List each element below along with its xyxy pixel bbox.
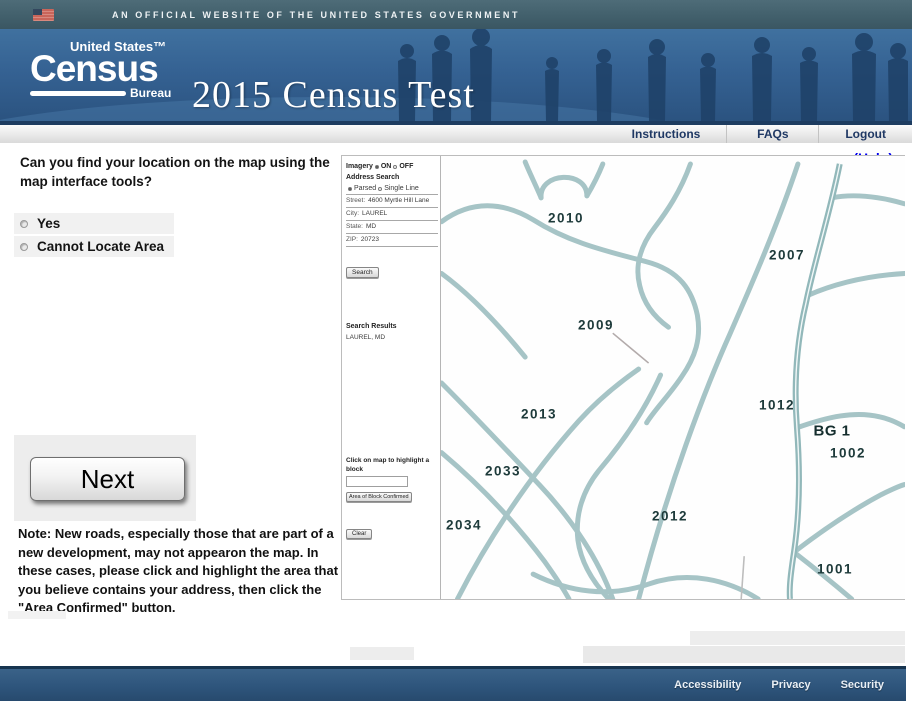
census-bureau-logo: United States™ Census Bureau — [30, 39, 180, 100]
map-block-label: BG 1 — [813, 422, 851, 440]
us-flag-icon — [33, 8, 54, 21]
logo-census: Census — [30, 48, 159, 89]
official-banner-text: AN OFFICIAL WEBSITE OF THE UNITED STATES… — [112, 9, 521, 20]
logo-united-states: United States™ — [70, 39, 167, 54]
radio-button-icon[interactable] — [20, 219, 28, 228]
imagery-off-radio-icon[interactable] — [393, 164, 398, 169]
block-code-input[interactable] — [346, 476, 408, 487]
answer-radio-group: Yes Cannot Locate Area — [14, 213, 175, 259]
decorative-block — [350, 647, 414, 660]
map-widget: Imagery ON OFF Address Search Parsed Sin… — [341, 155, 907, 602]
imagery-toggle[interactable]: Imagery ON OFF — [346, 163, 414, 170]
single-line-radio-icon[interactable] — [378, 186, 383, 191]
clear-button[interactable]: Clear — [346, 529, 373, 539]
radio-option-yes[interactable]: Yes — [14, 213, 175, 234]
note-text: Note: New roads, especially those that a… — [18, 526, 339, 615]
official-banner: AN OFFICIAL WEBSITE OF THE UNITED STATES… — [0, 0, 912, 29]
footer-security[interactable]: Security — [840, 679, 884, 691]
map-roads-graphic — [439, 159, 907, 602]
map-block-label: 1012 — [758, 397, 796, 413]
footer-privacy[interactable]: Privacy — [771, 679, 811, 691]
map-canvas[interactable]: 2010 2007 2009 2013 1012 BG 1 1002 2033 2012 2034… — [439, 156, 907, 602]
decorative-block — [583, 646, 905, 663]
page-title: 2015 Census Test — [192, 74, 475, 116]
next-button[interactable]: Next — [30, 457, 185, 501]
map-block-label: 2010 — [547, 210, 585, 226]
decorative-block — [690, 631, 905, 645]
area-confirmed-button[interactable]: Area of Block Confirmed — [346, 492, 412, 502]
radio-button-icon[interactable] — [20, 242, 28, 251]
map-tools-sidebar: Imagery ON OFF Address Search Parsed Sin… — [342, 156, 441, 599]
header: United States™ Census Bureau 2015 Census… — [0, 29, 912, 121]
map-block-label: 2033 — [484, 463, 522, 479]
map-block-label: 1002 — [829, 445, 867, 461]
state-field[interactable]: State: MD — [346, 221, 438, 234]
city-field[interactable]: City: LAUREL — [346, 208, 438, 221]
nav-instructions[interactable]: Instructions — [631, 127, 701, 141]
map-block-label: 2012 — [651, 508, 689, 524]
search-results-value: LAUREL, MD — [346, 334, 386, 341]
radio-option-cannot-locate[interactable]: Cannot Locate Area — [14, 236, 175, 257]
footer-accessibility[interactable]: Accessibility — [674, 679, 742, 691]
street-field[interactable]: Street: 4600 Myrtle Hill Lane — [346, 195, 438, 208]
search-results-title: Search Results — [346, 323, 397, 330]
people-silhouettes-graphic — [0, 29, 908, 121]
map-block-label: 2007 — [768, 247, 806, 263]
map-block-label: 2009 — [577, 317, 615, 333]
imagery-on-radio-icon[interactable] — [374, 164, 379, 169]
logo-underline — [30, 90, 126, 96]
header-divider — [0, 121, 912, 125]
decorative-block — [8, 611, 66, 619]
zip-field[interactable]: ZIP: 20723 — [346, 234, 438, 247]
block-instruction: Click on map to highlight a block — [346, 457, 430, 473]
logo-bureau: Bureau — [130, 86, 172, 100]
address-search-title: Address Search — [346, 174, 400, 181]
main-content: (Help) Can you find your location on the… — [0, 143, 912, 666]
map-block-label: 2034 — [445, 517, 483, 533]
parsed-radio-icon[interactable] — [348, 186, 352, 191]
search-button[interactable]: Search — [346, 267, 379, 278]
footer: Accessibility Privacy Security — [0, 666, 906, 701]
radio-label: Cannot Locate Area — [37, 239, 165, 254]
question-text: Can you find your location on the map us… — [20, 155, 330, 189]
nav-bar: Instructions FAQs Logout — [0, 125, 912, 143]
map-block-label: 1001 — [816, 561, 854, 577]
nav-logout[interactable]: Logout — [818, 125, 912, 143]
nav-faqs[interactable]: FAQs — [726, 125, 818, 143]
search-mode-toggle[interactable]: Parsed Single Line — [346, 183, 438, 195]
map-block-label: 2013 — [520, 406, 558, 422]
radio-label: Yes — [37, 216, 61, 231]
